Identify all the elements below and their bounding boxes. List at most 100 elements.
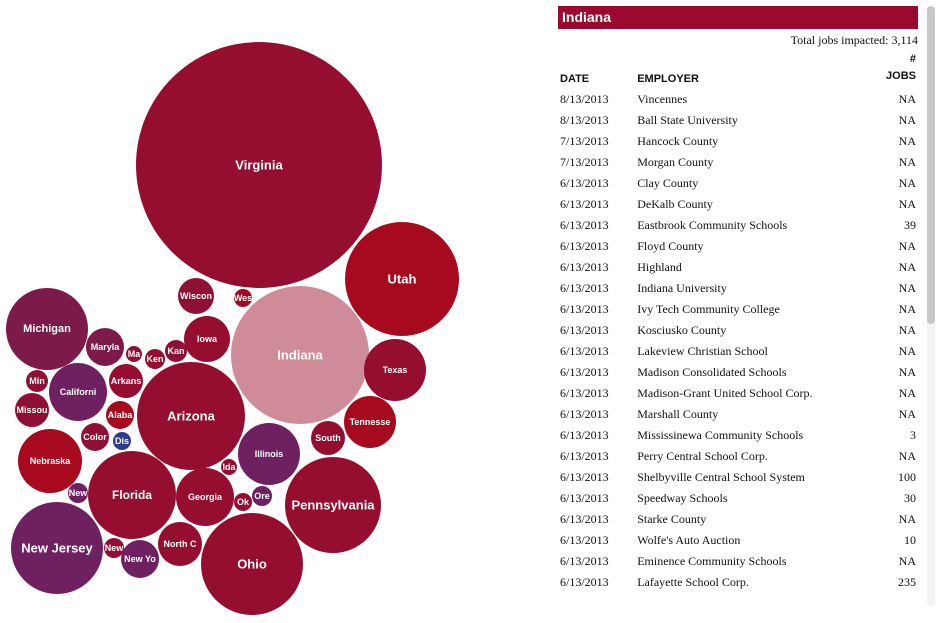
bubble-pennsylvania[interactable]: Pennsylvania — [285, 457, 381, 553]
employer-cell: Clay County — [637, 176, 699, 190]
bubble-circle[interactable] — [238, 423, 300, 485]
bubble-circle[interactable] — [176, 468, 234, 526]
employer-cell: Ball State University — [637, 113, 738, 127]
bubble-florida[interactable]: Florida — [88, 451, 176, 539]
bubble-circle[interactable] — [136, 42, 382, 288]
bubble-dis[interactable]: Dis — [113, 432, 131, 450]
bubble-circle[interactable] — [121, 540, 159, 578]
bubble-ma[interactable]: Ma — [126, 346, 142, 362]
bubble-ore[interactable]: Ore — [252, 486, 272, 506]
bubble-circle[interactable] — [11, 502, 103, 594]
bubble-label: Iowa — [197, 334, 218, 344]
bubble-circle[interactable] — [15, 393, 49, 427]
bubble-georgia[interactable]: Georgia — [176, 468, 234, 526]
jobs-cell: NA — [898, 113, 916, 127]
bubble-label: Californi — [60, 387, 97, 397]
bubble-min[interactable]: Min — [26, 370, 48, 392]
bubble-circle[interactable] — [344, 396, 396, 448]
employer-header: EMPLOYER — [637, 73, 699, 85]
bubble-tennesse[interactable]: Tennesse — [344, 396, 396, 448]
bubble-circle[interactable] — [145, 349, 165, 369]
bubble-circle[interactable] — [6, 288, 88, 370]
bubble-circle[interactable] — [137, 362, 245, 470]
table-row: 6/13/2013 Highland NA — [558, 257, 918, 278]
bubble-circle[interactable] — [285, 457, 381, 553]
bubble-kan[interactable]: Kan — [165, 340, 187, 362]
bubble-ken[interactable]: Ken — [145, 349, 165, 369]
bubble-circle[interactable] — [252, 486, 272, 506]
jobs-cell: NA — [898, 197, 916, 211]
date-cell: 6/13/2013 — [560, 281, 609, 295]
bubble-circle[interactable] — [81, 423, 109, 451]
employer-cell: Morgan County — [637, 155, 714, 169]
bubble-michigan[interactable]: Michigan — [6, 288, 88, 370]
bubble-circle[interactable] — [178, 278, 214, 314]
bubble-circle[interactable] — [113, 432, 131, 450]
bubble-circle[interactable] — [184, 316, 230, 362]
bubble-californi[interactable]: Californi — [49, 363, 107, 421]
bubble-circle[interactable] — [231, 286, 369, 424]
bubble-label: Wes — [234, 293, 252, 303]
bubble-label: Utah — [388, 272, 417, 287]
bubble-nebraska[interactable]: Nebraska — [18, 429, 82, 493]
scrollbar-thumb[interactable] — [927, 6, 935, 324]
bubble-utah[interactable]: Utah — [345, 222, 459, 336]
bubble-circle[interactable] — [158, 522, 202, 566]
jobs-cell: NA — [898, 260, 916, 274]
bubble-circle[interactable] — [104, 538, 124, 558]
bubble-circle[interactable] — [26, 370, 48, 392]
jobs-cell: NA — [898, 512, 916, 526]
bubble-iowa[interactable]: Iowa — [184, 316, 230, 362]
table-row: 8/13/2013 Vincennes NA — [558, 89, 918, 110]
bubble-north-c[interactable]: North C — [158, 522, 202, 566]
bubble-ohio[interactable]: Ohio — [201, 513, 303, 615]
bubble-circle[interactable] — [234, 493, 252, 511]
bubble-circle[interactable] — [88, 451, 176, 539]
bubble-wiscon[interactable]: Wiscon — [178, 278, 214, 314]
bubble-circle[interactable] — [234, 289, 252, 307]
bubble-new-jersey[interactable]: New Jersey — [11, 502, 103, 594]
bubble-arkans[interactable]: Arkans — [109, 364, 143, 398]
bubble-new[interactable]: New — [104, 538, 124, 558]
bubble-illinois[interactable]: Illinois — [238, 423, 300, 485]
bubble-circle[interactable] — [106, 401, 134, 429]
bubble-alaba[interactable]: Alaba — [106, 401, 134, 429]
bubble-missou[interactable]: Missou — [15, 393, 49, 427]
bubble-circle[interactable] — [345, 222, 459, 336]
bubble-virginia[interactable]: Virginia — [136, 42, 382, 288]
bubble-label: Texas — [383, 365, 408, 375]
bubble-circle[interactable] — [68, 483, 88, 503]
panel-scrollbar[interactable] — [927, 6, 935, 606]
jobs-cell: NA — [898, 323, 916, 337]
bubble-circle[interactable] — [311, 421, 345, 455]
bubble-indiana[interactable]: Indiana — [231, 286, 369, 424]
bubble-color[interactable]: Color — [81, 423, 109, 451]
bubble-circle[interactable] — [86, 328, 124, 366]
date-cell: 6/13/2013 — [560, 260, 609, 274]
bubble-wes[interactable]: Wes — [234, 289, 252, 307]
bubble-circle[interactable] — [109, 364, 143, 398]
bubble-maryla[interactable]: Maryla — [86, 328, 124, 366]
bubble-circle[interactable] — [18, 429, 82, 493]
bubble-circle[interactable] — [364, 339, 426, 401]
bubble-label: New — [69, 488, 89, 498]
table-row: 7/13/2013 Hancock County NA — [558, 131, 918, 152]
bubble-label: Missou — [16, 405, 47, 415]
employer-cell: DeKalb County — [637, 197, 713, 211]
bubble-circle[interactable] — [49, 363, 107, 421]
bubble-ida[interactable]: Ida — [221, 459, 237, 475]
bubble-arizona[interactable]: Arizona — [137, 362, 245, 470]
bubble-label: South — [315, 433, 341, 443]
bubble-south[interactable]: South — [311, 421, 345, 455]
bubble-label: Kan — [167, 346, 184, 356]
bubble-label: Ok — [237, 497, 250, 507]
bubble-circle[interactable] — [126, 346, 142, 362]
employer-cell: Ivy Tech Community College — [637, 302, 780, 316]
bubble-circle[interactable] — [221, 459, 237, 475]
bubble-texas[interactable]: Texas — [364, 339, 426, 401]
bubble-circle[interactable] — [201, 513, 303, 615]
bubble-new-yo[interactable]: New Yo — [121, 540, 159, 578]
bubble-new[interactable]: New — [68, 483, 88, 503]
bubble-circle[interactable] — [165, 340, 187, 362]
bubble-ok[interactable]: Ok — [234, 493, 252, 511]
